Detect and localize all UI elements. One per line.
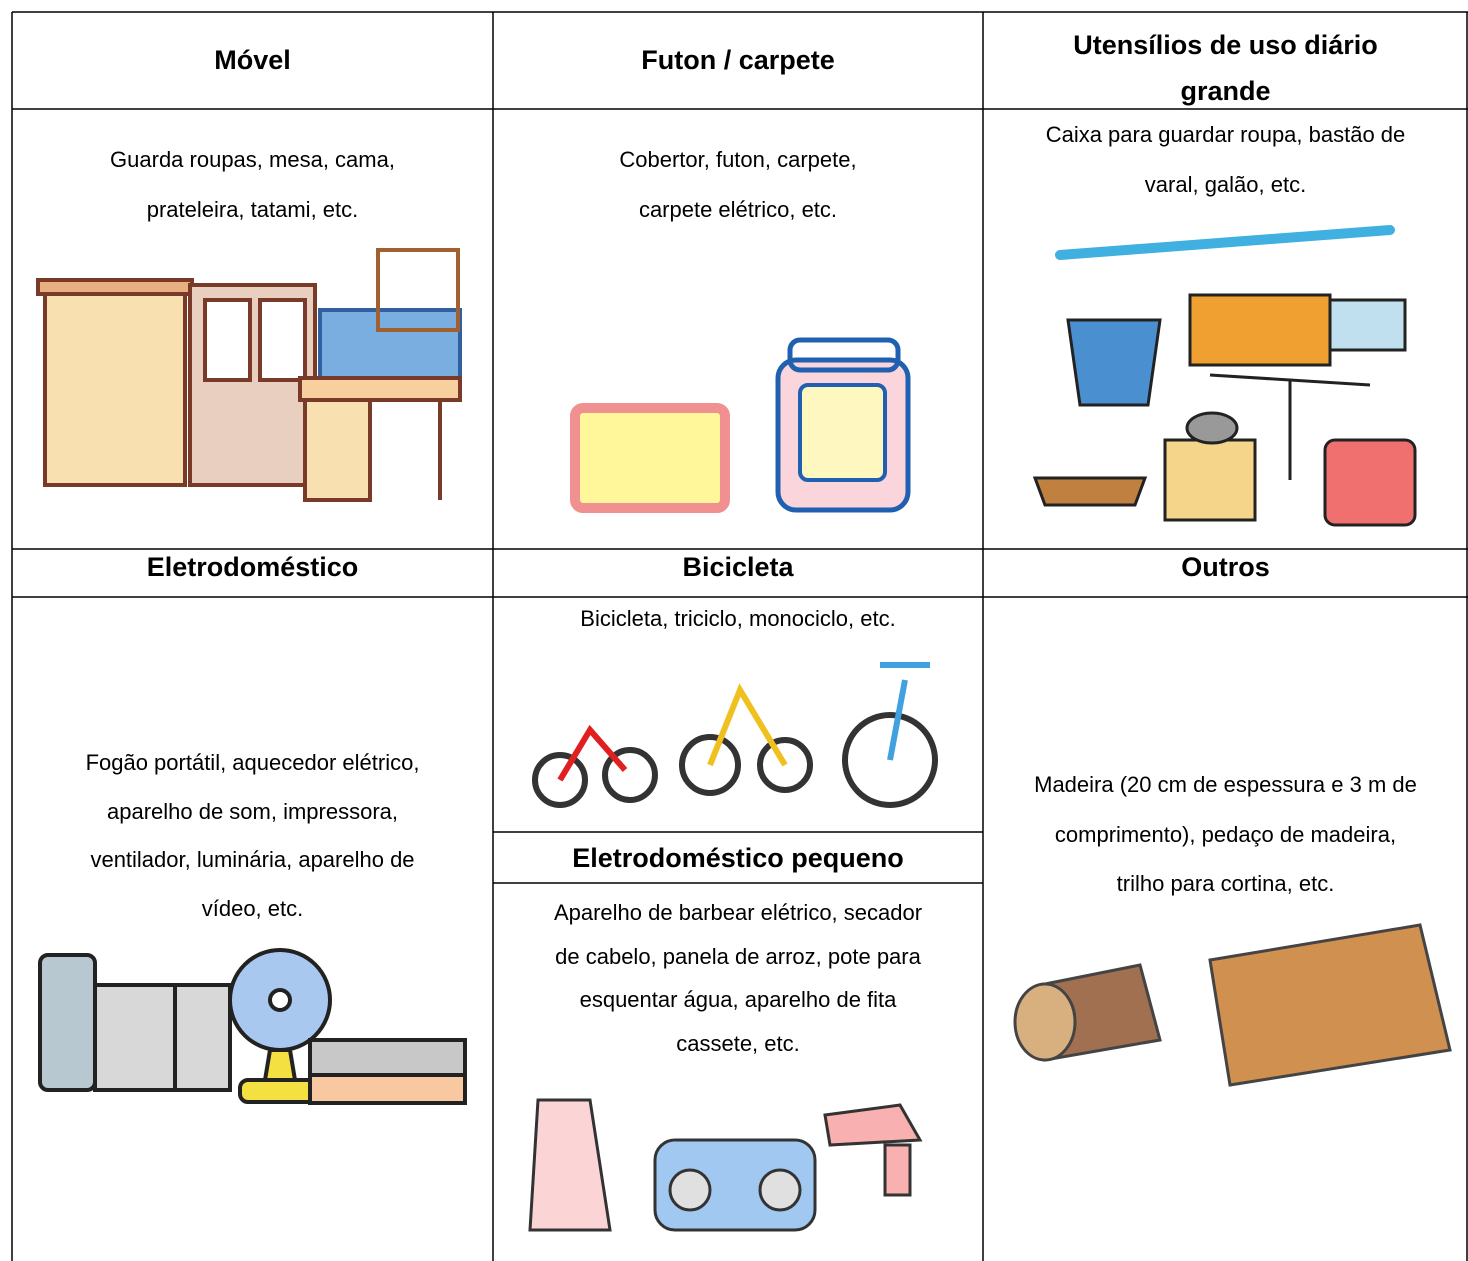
header: Futon / carpete: [493, 45, 983, 76]
appliances-illustration: [38, 948, 467, 1105]
line: comprimento), pedaço de madeira,: [1054, 821, 1397, 847]
line: Fogão portátil, aquecedor elétrico,: [85, 750, 420, 775]
description: Guarda roupas, mesa, cama, prateleira, ta…: [12, 135, 493, 235]
description: Madeira (20 cm de espessura e 3 m de comp…: [983, 760, 1468, 909]
line: cassete, etc.: [676, 1030, 800, 1056]
line: prateleira, tatami, etc.: [146, 197, 359, 222]
header: Móvel: [12, 45, 493, 76]
line: Bicicleta, triciclo, monociclo, etc.: [580, 606, 896, 631]
header-text: grande: [1180, 76, 1271, 106]
line: Aparelho de barbear elétrico, secador: [553, 900, 923, 925]
header: Utensílios de uso diário grande: [983, 22, 1468, 114]
header: Outros: [983, 552, 1468, 583]
header-text: Móvel: [214, 45, 291, 75]
header-text: Futon / carpete: [641, 45, 835, 75]
utensils-illustration: [1032, 225, 1417, 527]
line: esquentar água, aparelho de fita: [579, 987, 897, 1012]
line: vídeo, etc.: [201, 895, 304, 921]
wood-illustration: [1013, 923, 1452, 1087]
line: carpete elétrico, etc.: [638, 197, 838, 222]
line: Cobertor, futon, carpete,: [619, 147, 857, 172]
header-text: Utensílios de uso diário: [1073, 30, 1378, 60]
line: Madeira (20 cm de espessura e 3 m de: [1034, 772, 1417, 797]
bicycles-illustration: [532, 662, 938, 808]
futon-illustration: [570, 337, 911, 513]
description: Caixa para guardar roupa, bastão de varal…: [983, 110, 1468, 210]
sub-header: Eletrodoméstico pequeno: [493, 843, 983, 874]
small-appliances-illustration: [528, 1098, 923, 1232]
header-text: Outros: [1181, 552, 1270, 582]
line: Guarda roupas, mesa, cama,: [110, 147, 395, 172]
header-text: Eletrodoméstico pequeno: [572, 843, 904, 873]
description: Bicicleta, triciclo, monociclo, etc.: [493, 600, 983, 638]
header: Eletrodoméstico: [12, 552, 493, 583]
line: Caixa para guardar roupa, bastão de: [1045, 122, 1406, 147]
grid: [11, 11, 1468, 1261]
description: Aparelho de barbear elétrico, secador de …: [493, 891, 983, 1065]
line: varal, galão, etc.: [1144, 172, 1307, 197]
furniture-illustration: [36, 248, 462, 502]
header-text: Eletrodoméstico: [146, 552, 359, 582]
description: Cobertor, futon, carpete, carpete elétric…: [493, 135, 983, 235]
line: de cabelo, panela de arroz, pote para: [555, 943, 921, 969]
header-text: Bicicleta: [682, 552, 794, 582]
line: ventilador, luminária, aparelho de: [90, 847, 415, 872]
description: Fogão portátil, aquecedor elétrico, apare…: [12, 739, 493, 933]
line: aparelho de som, impressora,: [106, 798, 399, 824]
line: trilho para cortina, etc.: [1116, 871, 1335, 896]
header: Bicicleta: [493, 552, 983, 583]
